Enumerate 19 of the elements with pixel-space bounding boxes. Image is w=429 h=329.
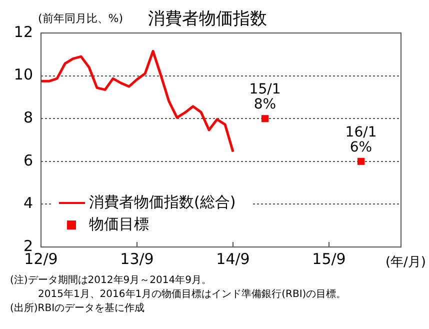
- x-tick-label: 12/9: [24, 250, 58, 268]
- chart-title: 消費者物価指数: [148, 9, 267, 29]
- x-axis-title: (年/月): [385, 255, 426, 270]
- annotation: 15/1 8%: [249, 82, 281, 113]
- x-tick-label: 15/9: [312, 250, 346, 268]
- x-tick-label: 14/9: [216, 250, 250, 268]
- y-tick-label: 10: [14, 66, 33, 84]
- text: (注)データ期間は2012年9月～2014年9月。: [10, 274, 212, 288]
- annotation: 16/1 6%: [345, 124, 377, 156]
- y-tick-label: 12: [14, 22, 33, 41]
- y-axis-title: (前年同月比、%): [38, 12, 124, 25]
- text: (出所)RBIのデータを基に作成: [10, 302, 146, 316]
- y-tick-label: 8: [23, 108, 33, 126]
- x-tick-label: 13/9: [120, 250, 154, 268]
- text: 2015年1月、2016年1月の物価目標はインド準備銀行(RBI)の目標。: [37, 288, 346, 302]
- legend-label: 消費者物価指数(総合): [89, 192, 236, 211]
- y-tick-label: 6: [23, 151, 33, 170]
- legend-label: 物価目標: [89, 214, 149, 233]
- y-tick-label: 4: [23, 194, 33, 212]
